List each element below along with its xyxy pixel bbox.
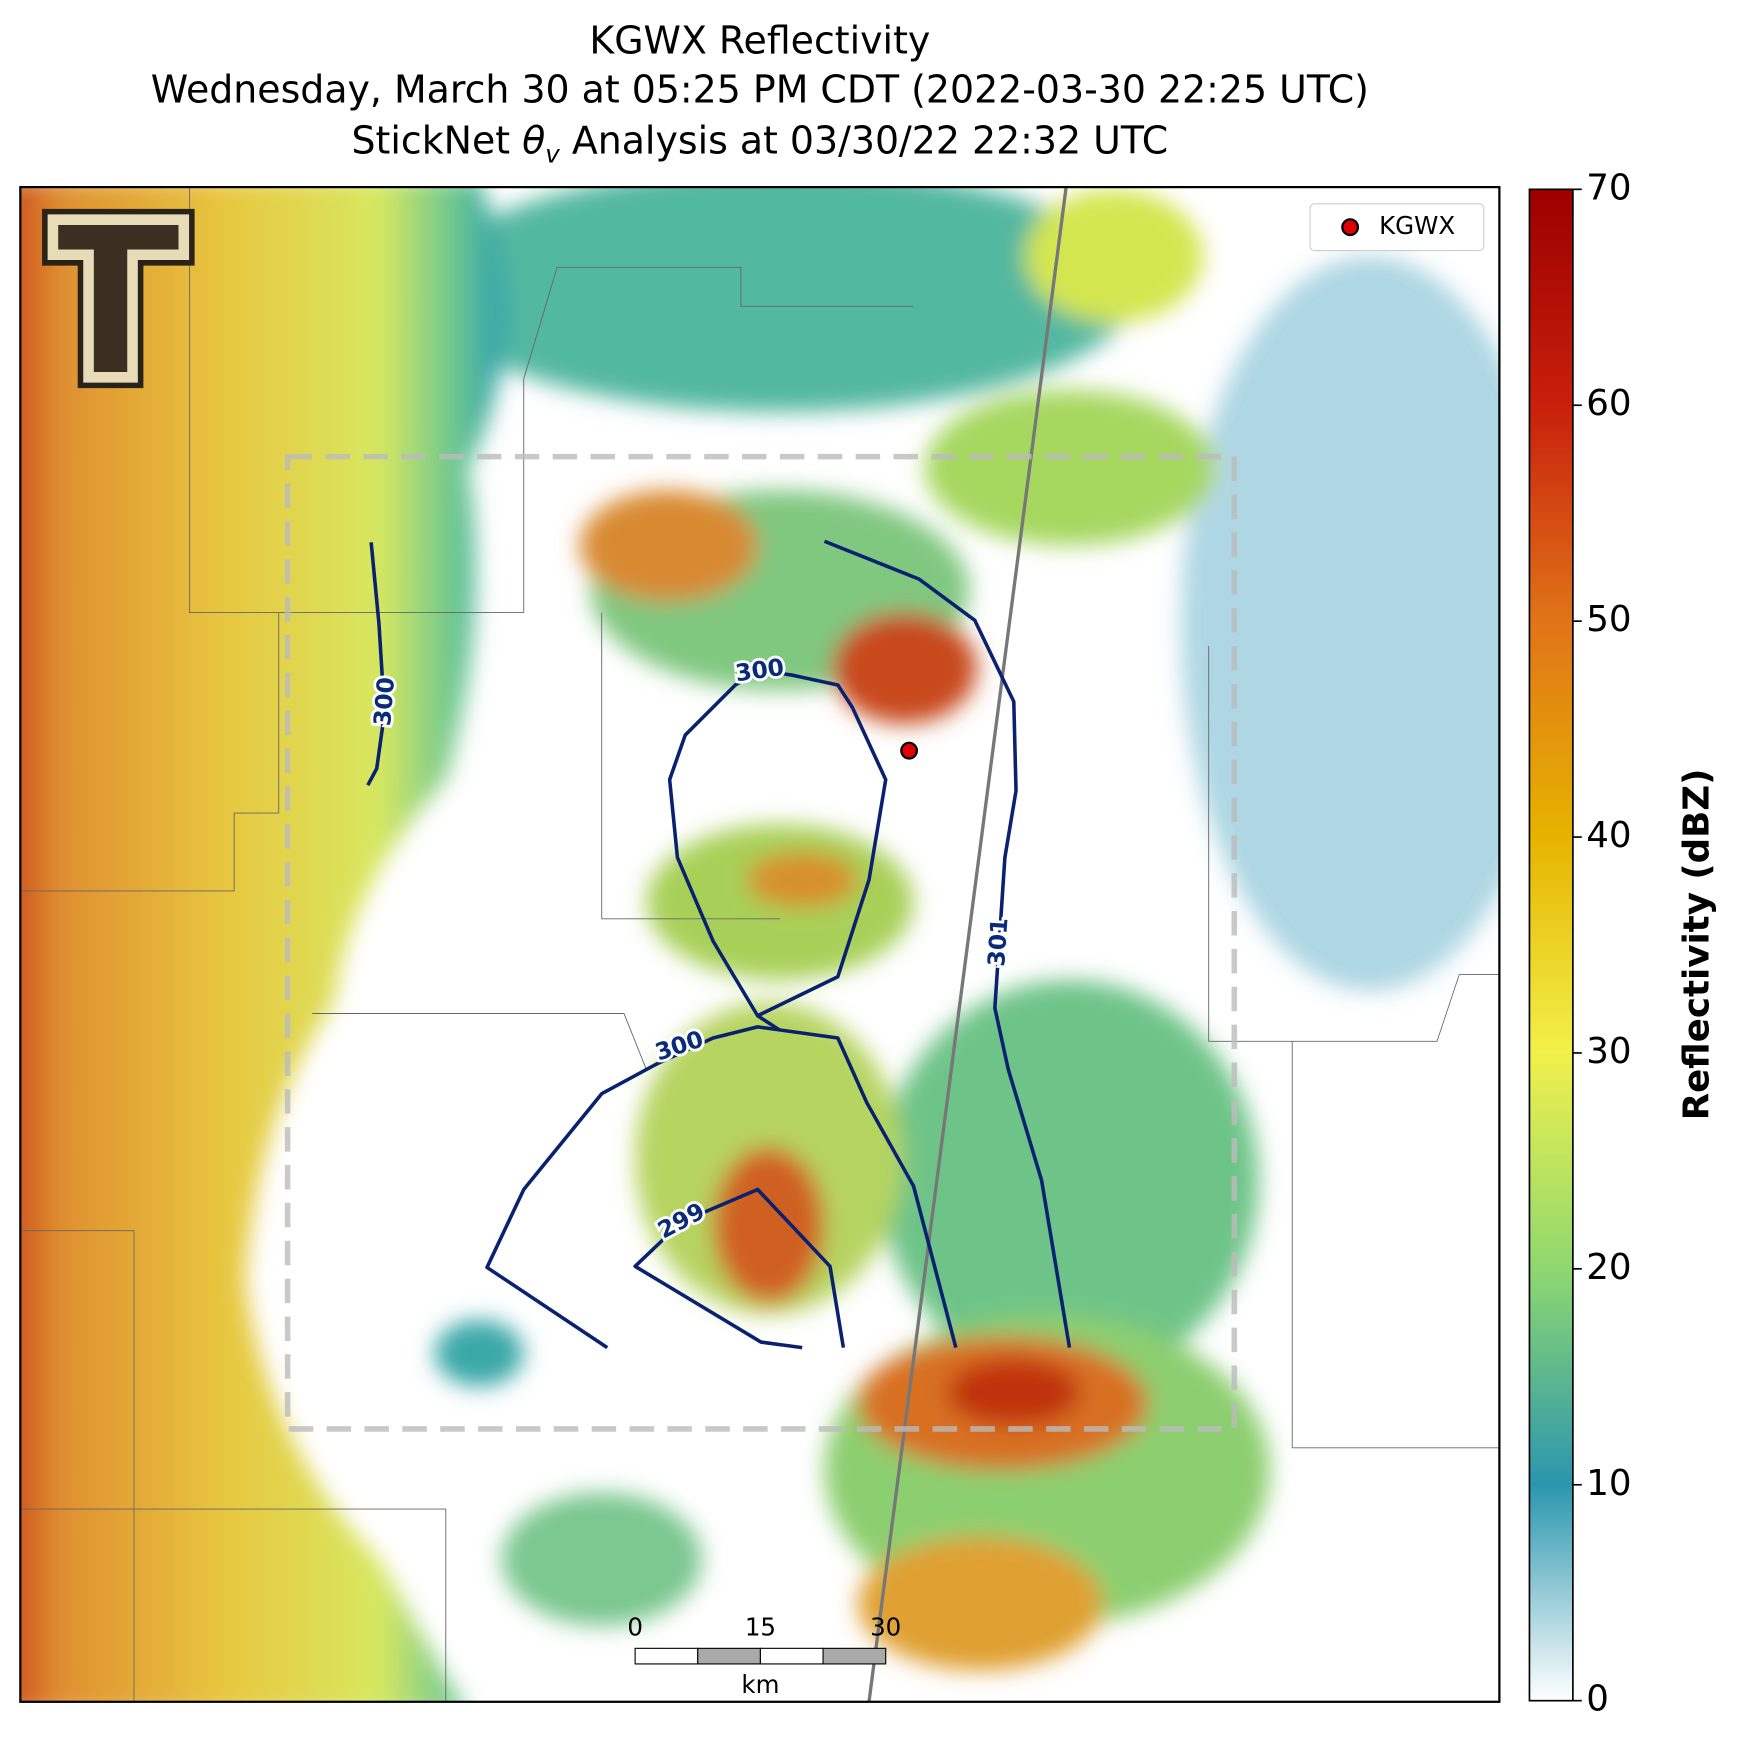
logo-shape	[58, 224, 179, 372]
scale-segment	[759, 1647, 824, 1665]
echo	[1024, 189, 1204, 323]
echo	[746, 852, 858, 908]
echo	[924, 389, 1215, 546]
map-frame	[19, 185, 1501, 1703]
echo	[713, 1147, 825, 1304]
radar-site	[900, 741, 919, 760]
title-line: KGWX Reflectivity	[589, 18, 930, 62]
legend-box	[1309, 203, 1485, 252]
analysis-domain	[284, 453, 1238, 1432]
colorbar-tick-label: 70	[1586, 167, 1631, 208]
contour-label: 300	[368, 676, 400, 727]
contour-line	[366, 542, 387, 787]
echo	[20, 187, 505, 1702]
scale-tick-label: 15	[745, 1612, 776, 1641]
legend-label: KGWX	[1379, 211, 1455, 240]
echo	[1180, 256, 1500, 992]
logo	[42, 208, 195, 389]
scale-tick-label: 30	[870, 1612, 901, 1641]
colorbar-ticks: 0 10 20 30 40 50 60 70	[1572, 167, 1632, 1720]
scale-tick-label: 0	[627, 1612, 643, 1641]
contour-line	[667, 668, 888, 1018]
title-subscript: v	[545, 140, 560, 169]
scale-segment	[634, 1647, 699, 1665]
legend-marker	[1341, 218, 1360, 237]
contour-label: 301	[982, 917, 1013, 968]
county-lines	[20, 187, 1500, 1702]
colorbar-tick-label: 60	[1586, 383, 1631, 424]
echo	[880, 980, 1259, 1382]
colorbar-tick-label: 0	[1586, 1679, 1609, 1720]
contour-line	[823, 539, 1072, 1348]
title-line: Wednesday, March 30 at 05:25 PM CDT (202…	[151, 67, 1369, 111]
echo	[946, 1358, 1081, 1426]
echo	[434, 1319, 524, 1387]
reflectivity	[20, 187, 1500, 1702]
contour-line	[485, 1014, 958, 1350]
colorbar-label: Reflectivity (dBZ)	[1677, 769, 1718, 1121]
title-line: StickNet θv Analysis at 03/30/22 22:32 U…	[351, 119, 1168, 169]
scale-unit: km	[741, 1670, 779, 1699]
echo	[857, 1536, 1103, 1671]
scale-bar: 0 15 30 km	[627, 1612, 901, 1699]
scale-segment	[822, 1647, 887, 1665]
contour-line	[633, 1187, 846, 1350]
echo	[832, 612, 978, 724]
echo	[579, 490, 758, 602]
colorbar-tick-label: 40	[1586, 815, 1631, 856]
colorbar-tick-label: 20	[1586, 1247, 1631, 1288]
scale-segment	[697, 1647, 761, 1665]
title-symbol: θ	[522, 119, 545, 163]
colorbar-tick-label: 50	[1586, 599, 1631, 640]
echo	[423, 187, 1137, 413]
colorbar-tick-label: 30	[1586, 1031, 1631, 1072]
echo	[501, 1492, 702, 1627]
colorbar-tick-label: 10	[1586, 1463, 1631, 1504]
title-text: StickNet	[351, 119, 522, 163]
highway	[867, 187, 1068, 1702]
colorbar	[1528, 188, 1574, 1702]
title-text: Analysis at 03/30/22 22:32 UTC	[560, 119, 1168, 163]
